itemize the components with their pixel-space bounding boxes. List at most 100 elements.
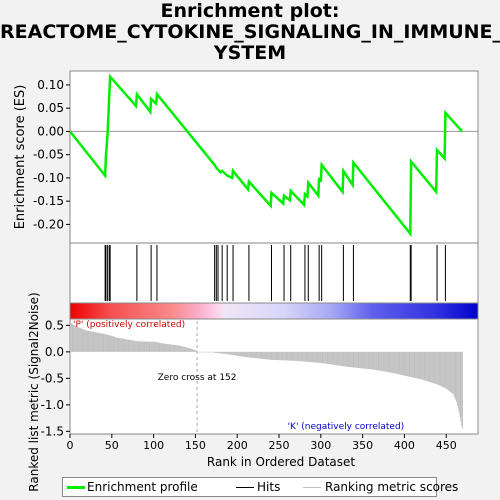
ranking-bar bbox=[294, 351, 296, 361]
ranking-bar bbox=[150, 341, 152, 352]
ranking-bar bbox=[427, 351, 429, 382]
ranking-bar bbox=[411, 351, 413, 378]
ranking-bar bbox=[70, 323, 72, 352]
ranking-bar bbox=[85, 330, 86, 352]
ranking-bar bbox=[214, 351, 216, 353]
ranking-bar bbox=[307, 351, 309, 362]
ranking-bar bbox=[304, 351, 306, 362]
ranking-bar bbox=[77, 327, 79, 352]
ranking-bar bbox=[386, 351, 388, 372]
ranking-bar bbox=[377, 351, 379, 371]
ranking-bar bbox=[329, 351, 331, 365]
ranking-bar bbox=[148, 341, 150, 352]
ranking-bar bbox=[279, 351, 281, 361]
ranking-bar bbox=[315, 351, 317, 363]
x-tick-label: 50 bbox=[105, 439, 119, 452]
ranking-bar bbox=[195, 350, 197, 352]
ranking-bar bbox=[88, 330, 90, 352]
ranking-bar bbox=[261, 351, 263, 359]
ranking-bar bbox=[134, 340, 136, 352]
ranking-bar bbox=[429, 351, 431, 383]
x-tick-label: 450 bbox=[436, 439, 457, 452]
ranking-bar bbox=[284, 351, 286, 361]
ranking-bar bbox=[76, 326, 78, 352]
ranking-bar bbox=[276, 351, 278, 361]
ranking-bar bbox=[354, 351, 356, 368]
ranking-bar bbox=[116, 337, 118, 352]
ranking-bar bbox=[447, 351, 449, 391]
ranking-bar bbox=[456, 351, 458, 403]
ranking-bar bbox=[443, 351, 445, 388]
ranking-bar bbox=[289, 351, 290, 361]
ranking-bar bbox=[314, 351, 316, 363]
ranking-bar bbox=[271, 351, 273, 360]
ranking-bar bbox=[447, 351, 448, 390]
ranking-bar bbox=[308, 351, 310, 362]
x-tick-label: 300 bbox=[310, 439, 331, 452]
ranking-bar bbox=[219, 351, 221, 354]
ranking-bar bbox=[136, 341, 137, 352]
ranking-bar bbox=[306, 351, 308, 362]
ranking-bar bbox=[224, 351, 226, 354]
ranking-bar bbox=[189, 348, 191, 352]
ranking-bar bbox=[172, 344, 174, 352]
ranking-bar bbox=[174, 344, 176, 352]
ranking-bar bbox=[376, 351, 377, 371]
ranking-bar bbox=[80, 328, 82, 352]
ranking-bar bbox=[346, 351, 348, 367]
title-line-2: REACTOME_CYTOKINE_SIGNALING_IN_IMMUNE_S bbox=[0, 21, 500, 43]
ranking-bar bbox=[213, 351, 215, 353]
ranking-bar bbox=[363, 351, 365, 369]
ranking-bar bbox=[321, 351, 323, 364]
ranking-bar bbox=[353, 351, 355, 368]
ranking-bar bbox=[283, 351, 285, 361]
ranking-bar bbox=[142, 341, 144, 352]
ranking-bar bbox=[349, 351, 351, 368]
ranking-bar bbox=[173, 344, 175, 352]
ranking-bar bbox=[436, 351, 438, 385]
ranking-bar bbox=[269, 351, 271, 360]
ranking-bar bbox=[432, 351, 433, 383]
ranking-bar bbox=[80, 328, 81, 352]
ranking-bar bbox=[203, 351, 205, 353]
ranking-bar bbox=[187, 347, 188, 352]
ranking-bar bbox=[258, 351, 260, 359]
chart-title: Enrichment plot: REACTOME_CYTOKINE_SIGNA… bbox=[0, 1, 500, 64]
ranking-bar bbox=[274, 351, 275, 360]
ranking-bar bbox=[390, 351, 392, 373]
ranking-bar bbox=[399, 351, 401, 375]
ranking-bar bbox=[157, 342, 159, 352]
ranking-bar bbox=[281, 351, 283, 361]
ranking-bar bbox=[319, 351, 321, 363]
ranking-bar bbox=[386, 351, 387, 372]
x-tick-label: 400 bbox=[394, 439, 415, 452]
ranking-bar bbox=[368, 351, 370, 370]
ranking-bar bbox=[311, 351, 313, 363]
ranking-bar bbox=[268, 351, 270, 360]
ranking-bar bbox=[266, 351, 268, 360]
ranking-bar bbox=[385, 351, 387, 372]
x-tick-label: 250 bbox=[269, 439, 290, 452]
ranking-bar bbox=[83, 329, 85, 352]
ranking-bar bbox=[299, 351, 301, 362]
ranking-bar bbox=[191, 348, 193, 352]
ranking-bar bbox=[114, 336, 116, 352]
ranking-bar bbox=[231, 351, 233, 355]
ranking-bar bbox=[225, 351, 227, 355]
ranking-bar bbox=[71, 323, 73, 352]
ranking-bar bbox=[233, 351, 234, 356]
ranking-bar bbox=[193, 349, 195, 352]
ranking-bar bbox=[406, 351, 408, 377]
ranking-bar bbox=[287, 351, 289, 361]
ranking-bar bbox=[98, 332, 100, 352]
ranking-y-tick-label: 0.0 bbox=[45, 345, 64, 359]
ranking-bar bbox=[146, 341, 148, 352]
ranking-bar bbox=[302, 351, 304, 362]
ranking-bar bbox=[183, 346, 185, 352]
ranking-bar bbox=[95, 332, 96, 352]
ranking-bar bbox=[421, 351, 423, 380]
ranking-bar bbox=[298, 351, 300, 362]
ranking-bar bbox=[119, 338, 121, 352]
ranking-bar bbox=[454, 351, 456, 399]
